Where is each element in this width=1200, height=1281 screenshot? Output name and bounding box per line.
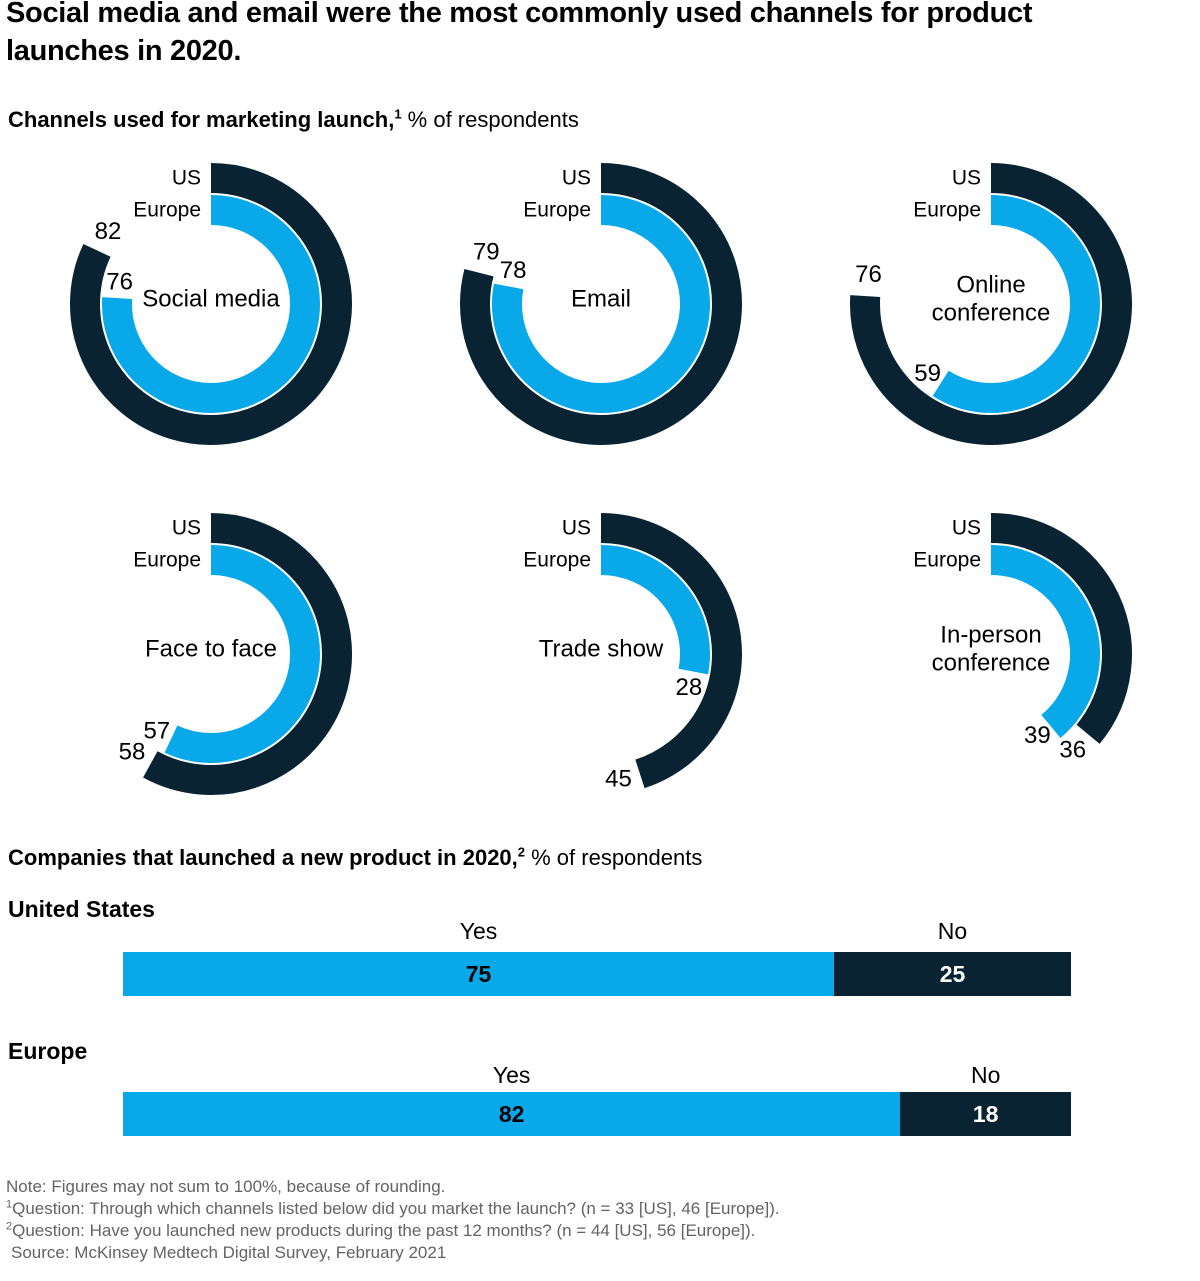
donut-center-label: Face to face	[145, 636, 277, 663]
footnotes: Note: Figures may not sum to 100%, becau…	[6, 1176, 780, 1264]
us-value-label: 58	[119, 739, 146, 766]
yes-category-label: Yes	[459, 918, 498, 944]
us-value-label: 82	[95, 218, 122, 245]
bar-row-label-europe: Europe	[8, 1038, 88, 1064]
donut-center-label: conference	[932, 650, 1051, 677]
europe-series-label: Europe	[913, 199, 981, 222]
europe-arc	[990, 545, 1100, 738]
donut-center-label: Email	[571, 286, 631, 313]
donut-chart-social-media: US Europe 82 76 Social media	[66, 159, 356, 449]
note-question-2: 2Question: Have you launched new product…	[6, 1220, 756, 1240]
donut-center-label: Trade show	[539, 636, 664, 663]
donut-chart-trade-show: US Europe 45 28 Trade show	[456, 509, 746, 799]
us-arc	[600, 513, 742, 789]
europe-value-label: 57	[143, 717, 170, 744]
bar-segment-us-yes: 75	[123, 952, 834, 996]
europe-value-label: 78	[500, 257, 527, 284]
europe-series-label: Europe	[133, 199, 201, 222]
us-value-label: 76	[855, 261, 882, 288]
donut-section-heading: Channels used for marketing launch,1 % o…	[8, 106, 579, 134]
us-series-label: US	[562, 517, 591, 540]
us-value-label: 45	[605, 765, 632, 792]
bar-segment-europe-yes: 82	[123, 1092, 901, 1136]
page-title: Social media and email were the most com…	[6, 0, 1033, 67]
donut-section-heading-units: % of respondents	[401, 107, 579, 132]
europe-arc	[492, 195, 710, 413]
stacked-bar-europe: 82 18	[123, 1092, 1071, 1136]
donut-chart-email: US Europe 79 78 Email	[456, 159, 746, 449]
donut-section-heading-bold: Channels used for marketing launch,	[8, 107, 395, 132]
note-question-1: 1Question: Through which channels listed…	[6, 1198, 780, 1218]
europe-series-label: Europe	[133, 549, 201, 572]
us-series-label: US	[172, 167, 201, 190]
us-series-label: US	[952, 517, 981, 540]
donut-chart-in-person-conference: US Europe 36 39 In-person conference	[846, 509, 1136, 799]
europe-series-label: Europe	[913, 549, 981, 572]
us-arc	[990, 513, 1132, 744]
donut-chart-online-conference: US Europe 76 59 Online conference	[846, 159, 1136, 449]
donut-center-label: Online	[956, 272, 1025, 299]
donut-chart-face-to-face: US Europe 58 57 Face to face	[66, 509, 356, 799]
footnote-marker-2: 2	[517, 844, 526, 860]
stacked-bar-united-states: 75 25	[123, 952, 1071, 996]
us-arc	[70, 163, 352, 445]
note-rounding: Note: Figures may not sum to 100%, becau…	[6, 1177, 446, 1196]
footnote-marker-1: 1	[394, 106, 402, 122]
donut-svg: US Europe 82 76 Social media	[70, 163, 352, 445]
no-category-label: No	[970, 1062, 1001, 1088]
yes-category-label: Yes	[492, 1062, 531, 1088]
europe-arc	[164, 545, 320, 763]
donut-center-label: Social media	[142, 286, 280, 313]
us-series-label: US	[172, 517, 201, 540]
donut-center-label: conference	[932, 300, 1051, 327]
us-value-label: 36	[1059, 737, 1086, 764]
bar-section-heading-units: % of respondents	[525, 845, 703, 870]
us-arc	[850, 163, 1132, 445]
donut-center-label: In-person	[940, 622, 1041, 649]
note-source: Source: McKinsey Medtech Digital Survey,…	[11, 1243, 447, 1262]
europe-value-label: 28	[676, 674, 703, 701]
europe-arc	[600, 545, 710, 675]
no-category-label: No	[937, 918, 968, 944]
europe-arc	[102, 195, 320, 413]
europe-value-label: 76	[106, 268, 133, 295]
us-series-label: US	[952, 167, 981, 190]
europe-series-label: Europe	[523, 199, 591, 222]
us-series-label: US	[562, 167, 591, 190]
us-value-label: 79	[473, 238, 500, 265]
bar-category-labels-europe: Yes No	[123, 1062, 1071, 1092]
bar-section-heading-bold: Companies that launched a new product in…	[8, 845, 518, 870]
bar-category-labels-us: Yes No	[123, 918, 1071, 948]
us-arc	[143, 513, 352, 795]
europe-value-label: 39	[1024, 722, 1051, 749]
bar-segment-us-no: 25	[834, 952, 1071, 996]
bar-segment-europe-no: 18	[900, 1092, 1071, 1136]
europe-arc	[932, 195, 1100, 413]
bar-section-heading: Companies that launched a new product in…	[8, 844, 702, 872]
donut-svg: US Europe 45 28 Trade show	[523, 513, 742, 792]
europe-series-label: Europe	[523, 549, 591, 572]
bar-row-label-united-states: United States	[8, 896, 155, 922]
europe-value-label: 59	[914, 360, 941, 387]
us-arc	[460, 163, 742, 445]
